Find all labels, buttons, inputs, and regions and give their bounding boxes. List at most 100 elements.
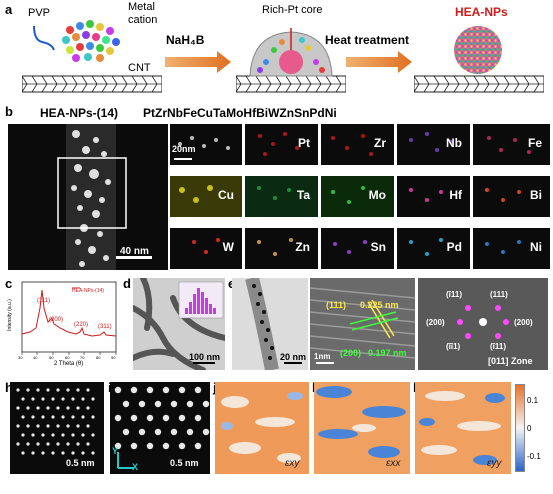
pvp-label: PVP — [28, 7, 51, 19]
xrd-peak-label: (111) — [37, 298, 51, 304]
strain-field-texture — [221, 392, 303, 463]
atom-column — [36, 406, 40, 410]
atom-column — [26, 406, 30, 410]
reductant-label: NaH₄B — [166, 33, 205, 47]
atom-column — [76, 406, 80, 410]
atom-column — [202, 400, 210, 408]
eds-map-texture — [321, 176, 394, 217]
xrd-legend: HEA-NPs-(14) — [72, 288, 104, 294]
eds-map-label: Pd — [446, 240, 462, 254]
sample-name: HEA-NPs-(14) — [40, 106, 119, 120]
atom-column — [178, 386, 186, 394]
fft-spot-label: (200) — [514, 318, 533, 327]
atom-column — [154, 400, 162, 408]
xrd-plot — [21, 281, 117, 355]
atom-column — [86, 442, 90, 446]
panel-label-j: j — [213, 380, 217, 395]
atom-column — [56, 388, 60, 392]
atom-column — [146, 386, 154, 394]
atom-column — [138, 428, 146, 436]
eds-map-haadf: 20nm — [170, 124, 242, 165]
atom-column — [56, 424, 60, 428]
eds-map-texture — [409, 132, 453, 152]
atom-column — [31, 397, 35, 401]
atom-column — [81, 415, 85, 419]
atom-column — [91, 397, 95, 401]
xrd-peak-label: (200) — [49, 317, 64, 323]
eds-map-label: Hf — [449, 188, 462, 202]
atom-column — [36, 442, 40, 446]
cnt-substrate-3 — [414, 75, 544, 93]
tem-single-cnt — [245, 276, 302, 372]
haadf-scale-bar-label: 40 nm — [120, 246, 149, 257]
hrtem-lattice — [309, 287, 416, 364]
atom-column — [178, 442, 186, 450]
eds-map-texture — [170, 176, 242, 217]
scale-bar-label: 1nm — [314, 352, 331, 361]
haadf-atomic-image-h: 0.5 nm — [10, 382, 104, 474]
eds-map-label: Zn — [295, 240, 310, 254]
atom-column — [162, 386, 170, 394]
panel-label-h: h — [5, 380, 13, 395]
cnt-substrate-1 — [22, 75, 162, 93]
atom-column — [26, 388, 30, 392]
strain-field-texture — [419, 391, 505, 465]
eds-map-texture — [257, 238, 293, 256]
eds-map-label: Cu — [218, 188, 234, 202]
atom-column — [130, 442, 138, 450]
atom-column — [46, 424, 50, 428]
eds-map-texture — [258, 132, 299, 156]
atom-column — [86, 406, 90, 410]
fft-spot-label: (200) — [426, 318, 445, 327]
haadf-particles — [57, 124, 152, 270]
atom-column — [71, 433, 75, 437]
eds-map-label: Mo — [368, 188, 386, 202]
atom-column — [146, 414, 154, 422]
atom-column — [114, 414, 122, 422]
eds-map-label: Ni — [530, 240, 542, 254]
strain-map-exx: εxx — [314, 382, 410, 474]
atom-column — [138, 400, 146, 408]
xrd-chart: HEA-NPs-(14) (111) (200) (220) (311) Int… — [7, 278, 118, 370]
atom-column — [81, 451, 85, 455]
atom-column — [162, 442, 170, 450]
eds-map-label: W — [222, 240, 234, 254]
atom-column — [61, 397, 65, 401]
atom-column — [46, 406, 50, 410]
eds-map-label: Bi — [530, 188, 542, 202]
xrd-peak-label: (220) — [74, 322, 89, 328]
fft-spot-label: (ī11) — [490, 342, 507, 351]
strain-map-eyy: εyy — [415, 382, 511, 474]
atom-column — [194, 442, 202, 450]
atom-column — [86, 388, 90, 392]
strain-map-exy: εxy — [215, 382, 309, 474]
atom-column — [76, 388, 80, 392]
eds-maps-grid: 20nm Pt Zr Nb Fe Cu Ta Mo Hf Bi W Zn Sn … — [170, 124, 550, 270]
atom-column — [56, 442, 60, 446]
eds-map-label: Fe — [527, 136, 542, 150]
atom-column — [46, 442, 50, 446]
eds-map-texture — [192, 238, 220, 254]
eds-scale-bar-label: 20nm — [172, 144, 196, 154]
pvp-chain-icon — [33, 25, 55, 51]
colorbar-tick-label: 0 — [527, 424, 532, 433]
atom-column — [194, 414, 202, 422]
atom-column — [66, 406, 70, 410]
atom-column — [146, 442, 154, 450]
colorbar — [515, 384, 525, 472]
atom-column — [130, 414, 138, 422]
atom-column — [16, 388, 20, 392]
haadf-image: 40 nm — [8, 124, 168, 270]
eds-map-haadf-image — [174, 136, 230, 160]
xrd-x-tick-label: 90 — [111, 355, 116, 360]
atom-column — [61, 415, 65, 419]
fft-pattern-g: (ī11) (111) (200) (200) (īī1) (ī11) [011… — [418, 278, 548, 370]
atom-column — [21, 433, 25, 437]
scale-bar-label: 20 nm — [280, 352, 307, 362]
tem-image-d: 100 nm — [130, 275, 228, 373]
eds-map-w: W — [170, 228, 242, 269]
eds-map-ta: Ta — [245, 176, 318, 217]
atom-column — [76, 424, 80, 428]
rich-pt-core-label: Rich-Pt core — [262, 4, 323, 16]
scale-bar-label: 0.5 nm — [66, 458, 95, 468]
